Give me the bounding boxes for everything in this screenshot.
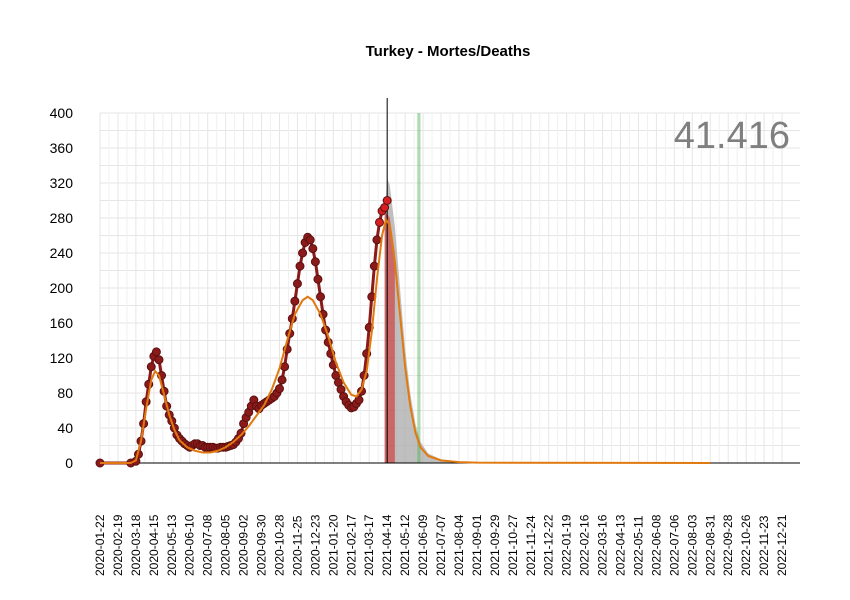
x-tick-label: 2021-09-29 bbox=[488, 514, 502, 576]
x-tick-label: 2022-02-16 bbox=[578, 514, 592, 576]
x-tick-label: 2020-03-18 bbox=[129, 514, 143, 576]
observed-point bbox=[292, 279, 302, 289]
x-tick-label: 2021-01-20 bbox=[326, 514, 340, 576]
observed-point bbox=[305, 235, 315, 245]
x-tick-label: 2020-11-25 bbox=[290, 515, 304, 576]
observed-point bbox=[354, 395, 364, 405]
x-tick-label: 2022-01-19 bbox=[560, 514, 574, 576]
y-tick-label: 0 bbox=[65, 455, 73, 471]
x-axis-ticks: 2020-01-22 2020-02-19 2020-03-18 2020-04-15… bbox=[93, 514, 789, 576]
x-tick-label: 2021-10-27 bbox=[506, 514, 520, 576]
observed-point bbox=[295, 261, 305, 271]
observed-point bbox=[298, 248, 308, 258]
x-tick-label: 2020-08-05 bbox=[219, 514, 233, 576]
x-tick-label: 2021-06-09 bbox=[416, 514, 430, 576]
y-tick-label: 320 bbox=[50, 175, 74, 191]
smoothed-line bbox=[100, 217, 711, 464]
x-tick-label: 2021-12-22 bbox=[542, 514, 556, 576]
y-tick-label: 120 bbox=[50, 350, 74, 366]
x-tick-label: 2021-09-01 bbox=[470, 514, 484, 576]
observed-point bbox=[372, 235, 382, 245]
observed-point bbox=[310, 257, 320, 267]
x-tick-label: 2022-04-13 bbox=[614, 514, 628, 576]
y-tick-label: 80 bbox=[57, 385, 73, 401]
x-tick-label: 2020-12-23 bbox=[308, 514, 322, 576]
x-tick-label: 2022-06-08 bbox=[649, 514, 663, 576]
total-deaths-annotation: 41.416 bbox=[674, 115, 790, 157]
x-tick-label: 2022-12-21 bbox=[775, 514, 789, 576]
green-band-rect bbox=[417, 113, 421, 463]
x-tick-label: 2020-09-30 bbox=[255, 514, 269, 576]
observed-point bbox=[313, 274, 323, 284]
observed-point bbox=[382, 196, 392, 205]
x-tick-label: 2020-07-08 bbox=[201, 514, 215, 576]
y-tick-label: 360 bbox=[50, 140, 74, 156]
y-axis-ticks: 0 40 80 120 160 200 240 280 320 360 400 bbox=[50, 105, 74, 471]
x-tick-label: 2022-10-26 bbox=[739, 514, 753, 576]
green-band bbox=[417, 113, 421, 463]
x-tick-label: 2020-02-19 bbox=[111, 514, 125, 576]
grid bbox=[99, 112, 800, 464]
observed-point bbox=[280, 362, 290, 372]
observed-point bbox=[146, 362, 156, 372]
x-tick-label: 2020-01-22 bbox=[93, 514, 107, 576]
x-tick-label: 2022-03-16 bbox=[596, 514, 610, 576]
observed-point bbox=[154, 355, 164, 365]
x-tick-label: 2022-08-31 bbox=[703, 514, 717, 576]
x-tick-label: 2021-11-24 bbox=[524, 515, 538, 576]
x-tick-label: 2022-07-06 bbox=[667, 514, 681, 576]
x-tick-label: 2021-05-12 bbox=[398, 514, 412, 576]
x-tick-label: 2021-07-07 bbox=[434, 514, 448, 576]
observed-point bbox=[290, 296, 300, 306]
y-tick-label: 280 bbox=[50, 210, 74, 226]
x-tick-label: 2022-08-03 bbox=[685, 514, 699, 576]
y-tick-label: 160 bbox=[50, 315, 74, 331]
x-tick-label: 2021-04-14 bbox=[380, 514, 394, 576]
y-tick-label: 200 bbox=[50, 280, 74, 296]
x-tick-label: 2022-05-11 bbox=[631, 515, 645, 576]
x-tick-label: 2021-03-17 bbox=[362, 514, 376, 576]
x-tick-label: 2022-09-28 bbox=[721, 514, 735, 576]
x-tick-label: 2020-10-28 bbox=[272, 514, 286, 576]
chart-title: Turkey - Mortes/Deaths bbox=[366, 43, 531, 60]
y-tick-label: 400 bbox=[50, 105, 74, 121]
x-tick-label: 2021-08-04 bbox=[452, 514, 466, 576]
observed-point bbox=[308, 244, 318, 254]
x-tick-label: 2020-06-10 bbox=[183, 514, 197, 576]
x-tick-label: 2020-05-13 bbox=[165, 514, 179, 576]
observed-point bbox=[277, 375, 287, 385]
x-tick-label: 2022-11-23 bbox=[757, 515, 771, 576]
observed-point bbox=[274, 384, 284, 394]
x-tick-label: 2020-09-02 bbox=[237, 514, 251, 576]
y-tick-label: 240 bbox=[50, 245, 74, 261]
observed-point bbox=[151, 347, 161, 357]
x-tick-label: 2020-04-15 bbox=[147, 514, 161, 576]
observed-point bbox=[374, 217, 384, 227]
y-tick-label: 40 bbox=[57, 420, 73, 436]
x-tick-label: 2021-02-17 bbox=[344, 514, 358, 576]
observed-point bbox=[316, 292, 326, 302]
smoothed-series bbox=[100, 217, 711, 464]
